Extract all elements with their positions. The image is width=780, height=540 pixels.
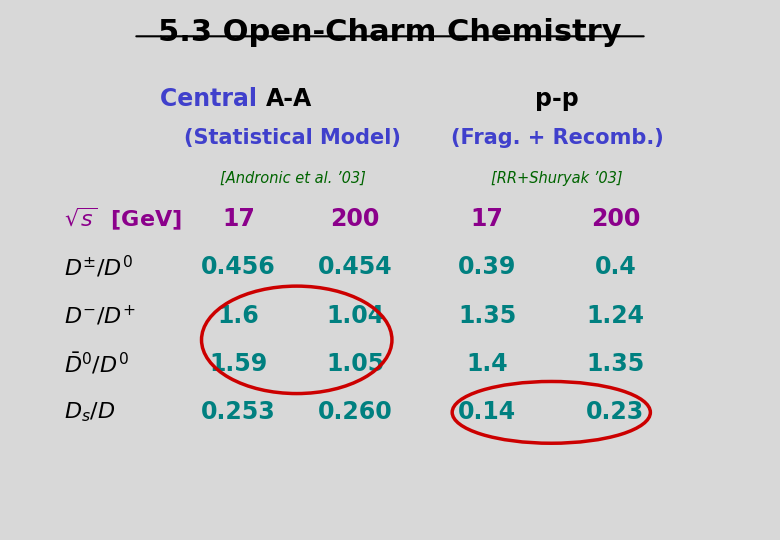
Text: 0.4: 0.4 — [594, 255, 636, 279]
Text: [Andronic et al. ’03]: [Andronic et al. ’03] — [220, 171, 366, 186]
Text: $D_{s}/D$: $D_{s}/D$ — [63, 401, 115, 424]
Text: A-A: A-A — [266, 87, 312, 111]
Text: 1.05: 1.05 — [326, 352, 385, 376]
Text: p-p: p-p — [535, 87, 579, 111]
Text: [RR+Shuryak ’03]: [RR+Shuryak ’03] — [491, 171, 623, 186]
Text: 0.23: 0.23 — [587, 400, 644, 424]
Text: 0.456: 0.456 — [201, 255, 276, 279]
Text: 1.35: 1.35 — [587, 352, 644, 376]
Text: 0.260: 0.260 — [317, 400, 392, 424]
Text: 0.454: 0.454 — [317, 255, 392, 279]
Text: 200: 200 — [590, 207, 640, 231]
Text: 17: 17 — [470, 207, 504, 231]
Text: 1.4: 1.4 — [466, 352, 508, 376]
Text: $D^{-}/D^{+}$: $D^{-}/D^{+}$ — [63, 303, 136, 328]
Text: 17: 17 — [222, 207, 255, 231]
Text: 200: 200 — [331, 207, 380, 231]
Text: Central: Central — [161, 87, 266, 111]
Text: 0.14: 0.14 — [458, 400, 516, 424]
Text: 0.253: 0.253 — [201, 400, 276, 424]
Text: 1.24: 1.24 — [587, 303, 644, 328]
Text: $\bar{D}^{0}/D^{0}$: $\bar{D}^{0}/D^{0}$ — [63, 352, 129, 377]
Text: 0.39: 0.39 — [458, 255, 516, 279]
Text: $D^{\pm}/D^{0}$: $D^{\pm}/D^{0}$ — [63, 254, 133, 280]
Text: 1.35: 1.35 — [458, 303, 516, 328]
Text: 1.04: 1.04 — [326, 303, 384, 328]
Text: 1.6: 1.6 — [218, 303, 259, 328]
Text: (Frag. + Recomb.): (Frag. + Recomb.) — [451, 127, 664, 147]
Text: (Statistical Model): (Statistical Model) — [184, 127, 401, 147]
Text: 5.3 Open-Charm Chemistry: 5.3 Open-Charm Chemistry — [158, 17, 622, 46]
Text: $\sqrt{s}$  [GeV]: $\sqrt{s}$ [GeV] — [63, 206, 182, 232]
Text: 1.59: 1.59 — [209, 352, 268, 376]
